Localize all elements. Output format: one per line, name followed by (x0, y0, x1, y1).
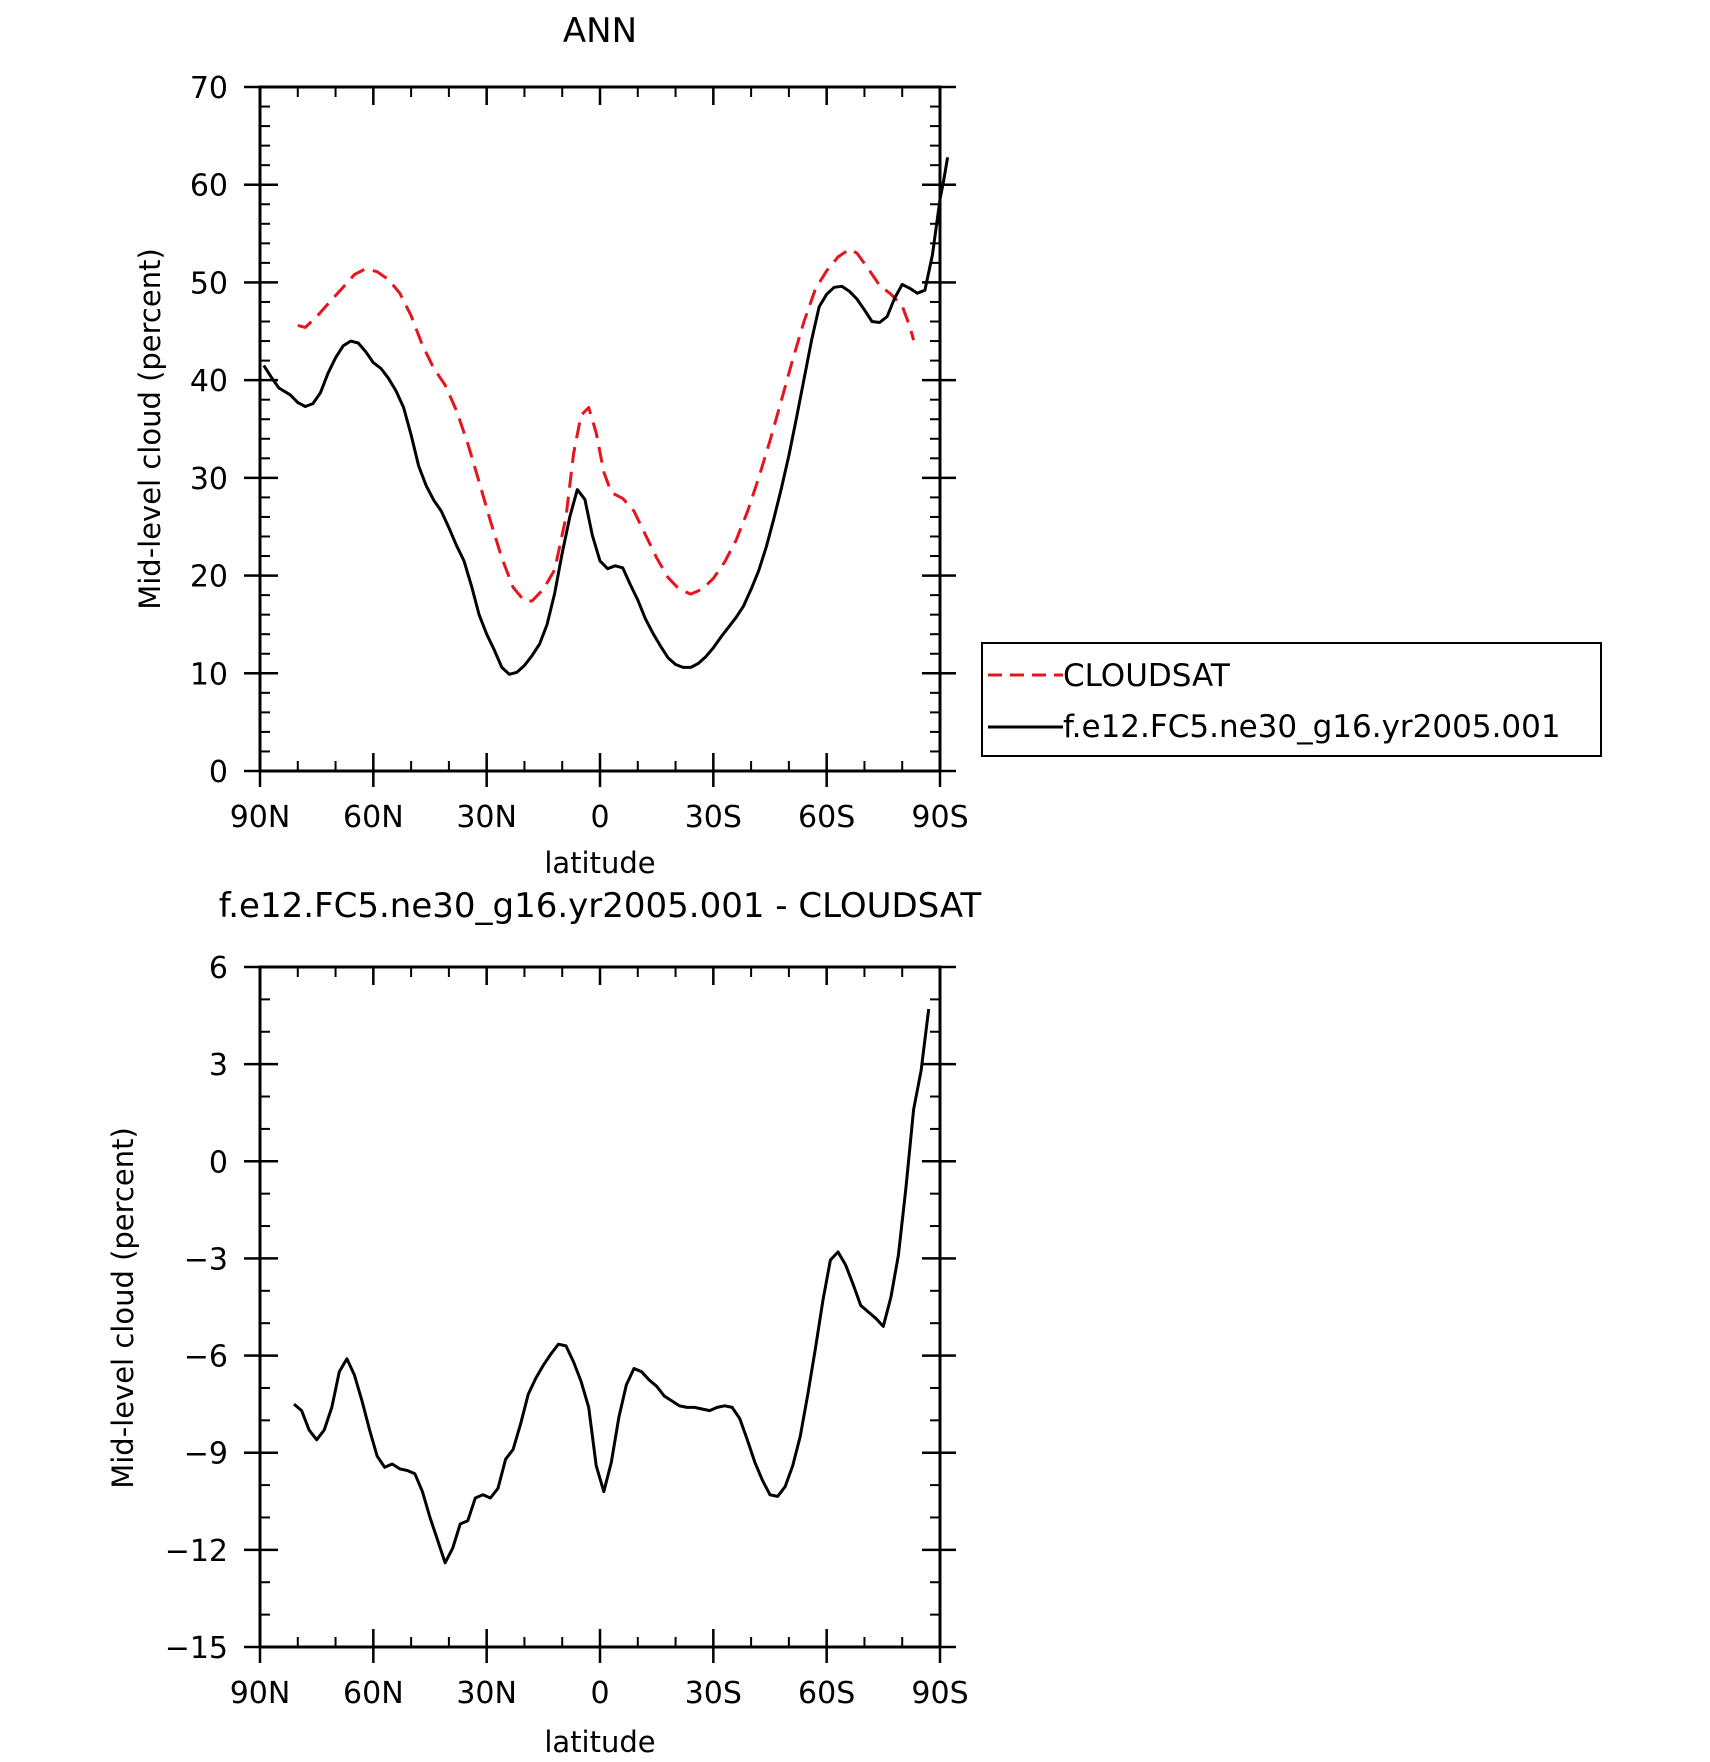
bottom-tick-labels: 90N 60N 30N 0 30S 60S 90S −15 −12 −9 −6 −3 0 3 6 (165, 951, 969, 1711)
y-tick-label: 30 (190, 462, 228, 497)
y-tick-label: 20 (190, 560, 228, 595)
legend-label-model: f.e12.FC5.ne30_g16.yr2005.001 (1063, 709, 1561, 745)
top-chart-title: ANN (563, 11, 637, 51)
x-tick-label: 60S (798, 1676, 855, 1711)
bottom-series (293, 1008, 931, 1565)
x-tick-label: 90N (230, 1676, 291, 1711)
top-ticks (244, 85, 956, 787)
top-plot-frame (258, 85, 942, 773)
x-tick-label: 30N (456, 1676, 517, 1711)
y-tick-label: 0 (209, 755, 228, 790)
bottom-ticks (244, 965, 956, 1663)
y-tick-label: −15 (165, 1631, 228, 1666)
x-tick-label: 60N (343, 1676, 404, 1711)
x-tick-label: 30N (456, 800, 517, 835)
x-tick-label: 90N (230, 800, 291, 835)
top-x-axis-label: latitude (544, 846, 655, 880)
x-tick-label: 60S (798, 800, 855, 835)
legend-label-cloudsat: CLOUDSAT (1063, 658, 1231, 694)
y-tick-label: −3 (184, 1242, 228, 1277)
y-tick-label: −9 (184, 1437, 228, 1472)
y-tick-label: 60 (190, 169, 228, 204)
y-tick-label: 70 (190, 71, 228, 106)
x-tick-label: 90S (911, 1676, 968, 1711)
y-tick-label: 40 (190, 364, 228, 399)
y-tick-label: 0 (209, 1145, 228, 1180)
x-tick-label: 60N (343, 800, 404, 835)
top-panel: ANN 90N 60N 30N 0 30S 60S 90S 0 10 20 30 40 50 60 70 l… (133, 11, 1602, 880)
bottom-chart-title: f.e12.FC5.ne30_g16.yr2005.001 - CLOUDSAT (219, 886, 982, 926)
x-tick-label: 0 (590, 1676, 609, 1711)
legend-box (981, 642, 1602, 757)
y-tick-label: −6 (184, 1340, 228, 1375)
x-tick-label: 0 (590, 800, 609, 835)
series-line-model (262, 157, 950, 676)
series-line-cloudsat (297, 247, 916, 603)
bottom-y-axis-label: Mid-level cloud (percent) (106, 1127, 140, 1489)
bottom-plot-frame (258, 965, 942, 1649)
y-tick-label: 10 (190, 657, 228, 692)
bottom-x-axis-label: latitude (544, 1725, 655, 1759)
y-tick-label: −12 (165, 1534, 228, 1569)
x-tick-label: 30S (685, 800, 742, 835)
bottom-panel: f.e12.FC5.ne30_g16.yr2005.001 - CLOUDSAT… (106, 886, 981, 1759)
top-series (262, 157, 950, 676)
y-tick-label: 6 (209, 951, 228, 986)
series-line-difference (293, 1008, 931, 1565)
legend: CLOUDSAT f.e12.FC5.ne30_g16.yr2005.001 (981, 642, 1602, 757)
top-tick-labels: 90N 60N 30N 0 30S 60S 90S 0 10 20 30 40 50 60 70 (190, 71, 969, 835)
x-tick-label: 30S (685, 1676, 742, 1711)
y-tick-label: 3 (209, 1048, 228, 1083)
x-tick-label: 90S (911, 800, 968, 835)
y-tick-label: 50 (190, 266, 228, 301)
top-y-axis-label: Mid-level cloud (percent) (133, 248, 167, 610)
